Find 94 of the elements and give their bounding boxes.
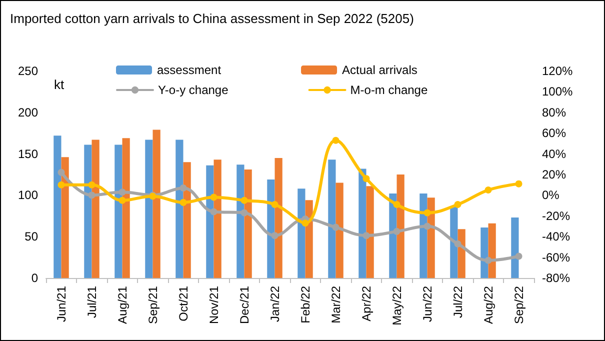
point [210,208,218,216]
x-tick-label: Aug/21 [115,286,130,324]
chart-title: Imported cotton yarn arrivals to China assessment in Sep 2022 (5205) [10,11,414,26]
bar [336,182,344,278]
y2-tick-label: 120% [542,64,574,78]
y2-tick-label: -40% [542,230,570,244]
bar [267,179,275,278]
legend-label: assessment [157,63,222,77]
y2-tick-label: -80% [542,271,570,285]
y2-tick-label: 0% [542,188,560,202]
bar [54,136,62,278]
y-tick-label: 100 [18,188,38,202]
point [484,186,492,194]
x-tick-label: Apr/22 [359,286,374,322]
y-axis-title: kt [54,77,64,92]
point [240,196,248,204]
x-tick-label: Nov/21 [206,286,221,324]
point [393,201,400,208]
bar [511,218,519,278]
y2-tick-label: -60% [542,250,570,264]
y-tick-label: 250 [18,64,38,78]
point [332,136,340,144]
y-tick-label: 200 [18,105,38,120]
bar [114,144,122,278]
legend-label: Actual arrivals [342,63,418,77]
bar [92,140,100,278]
bar [396,174,404,278]
point [454,201,462,208]
x-tick-label: Oct/21 [176,286,190,322]
point [515,252,522,260]
bar [183,162,191,278]
bar [145,140,153,278]
point [58,168,65,176]
y-tick-label: 150 [18,146,38,161]
bar [366,186,374,278]
point [362,232,370,240]
point [58,181,65,188]
bar [274,158,282,278]
point [454,240,462,248]
bar [236,164,244,278]
x-tick-label: Jan/22 [268,286,282,322]
x-tick-label: Mar/22 [328,286,343,324]
x-tick-label: Aug/22 [481,286,496,324]
bar [328,160,336,278]
bar [298,188,306,278]
point [271,232,278,240]
y2-tick-label: 40% [542,146,566,161]
point [88,181,96,188]
y2-tick-label: -20% [542,208,570,223]
bar [152,130,160,278]
bar [480,227,488,278]
x-tick-label: Jun/22 [420,286,434,322]
point [118,188,126,196]
bar [176,140,184,278]
point [88,192,96,199]
point [484,256,492,264]
x-tick-label: Sep/22 [512,286,526,324]
point [240,209,248,216]
x-tick-label: Sep/21 [146,286,160,324]
x-tick-label: Jul/21 [84,286,99,318]
legend-label: M-o-m change [350,83,428,97]
point [424,222,431,230]
x-tick-label: Dec/21 [237,286,252,324]
point [393,228,400,235]
point [332,224,340,231]
bar [214,160,222,278]
y2-tick-label: 80% [542,105,566,120]
point [302,220,309,227]
legend-label: Y-o-y change [158,83,229,97]
y2-tick-label: 20% [542,168,566,182]
point [362,175,370,182]
x-tick-label: Feb/22 [298,286,312,324]
bar [61,157,69,278]
bar [206,165,214,278]
y-tick-label: 0 [31,271,38,285]
point [118,196,126,204]
point [271,201,278,208]
y2-tick-label: 60% [542,126,566,140]
bar [358,168,366,278]
bar [488,223,496,278]
point [180,198,187,206]
bar [450,206,458,278]
x-tick-label: May/22 [390,286,404,326]
bar [122,138,130,278]
y2-tick-label: 100% [542,84,574,99]
x-tick-label: Jun/21 [54,286,68,322]
point [424,209,431,216]
bar [244,170,252,278]
x-tick-label: Jul/22 [450,286,465,318]
point [515,180,522,188]
bar [84,144,92,278]
point [210,194,218,201]
point [180,184,187,192]
y-tick-label: 50 [24,230,38,244]
